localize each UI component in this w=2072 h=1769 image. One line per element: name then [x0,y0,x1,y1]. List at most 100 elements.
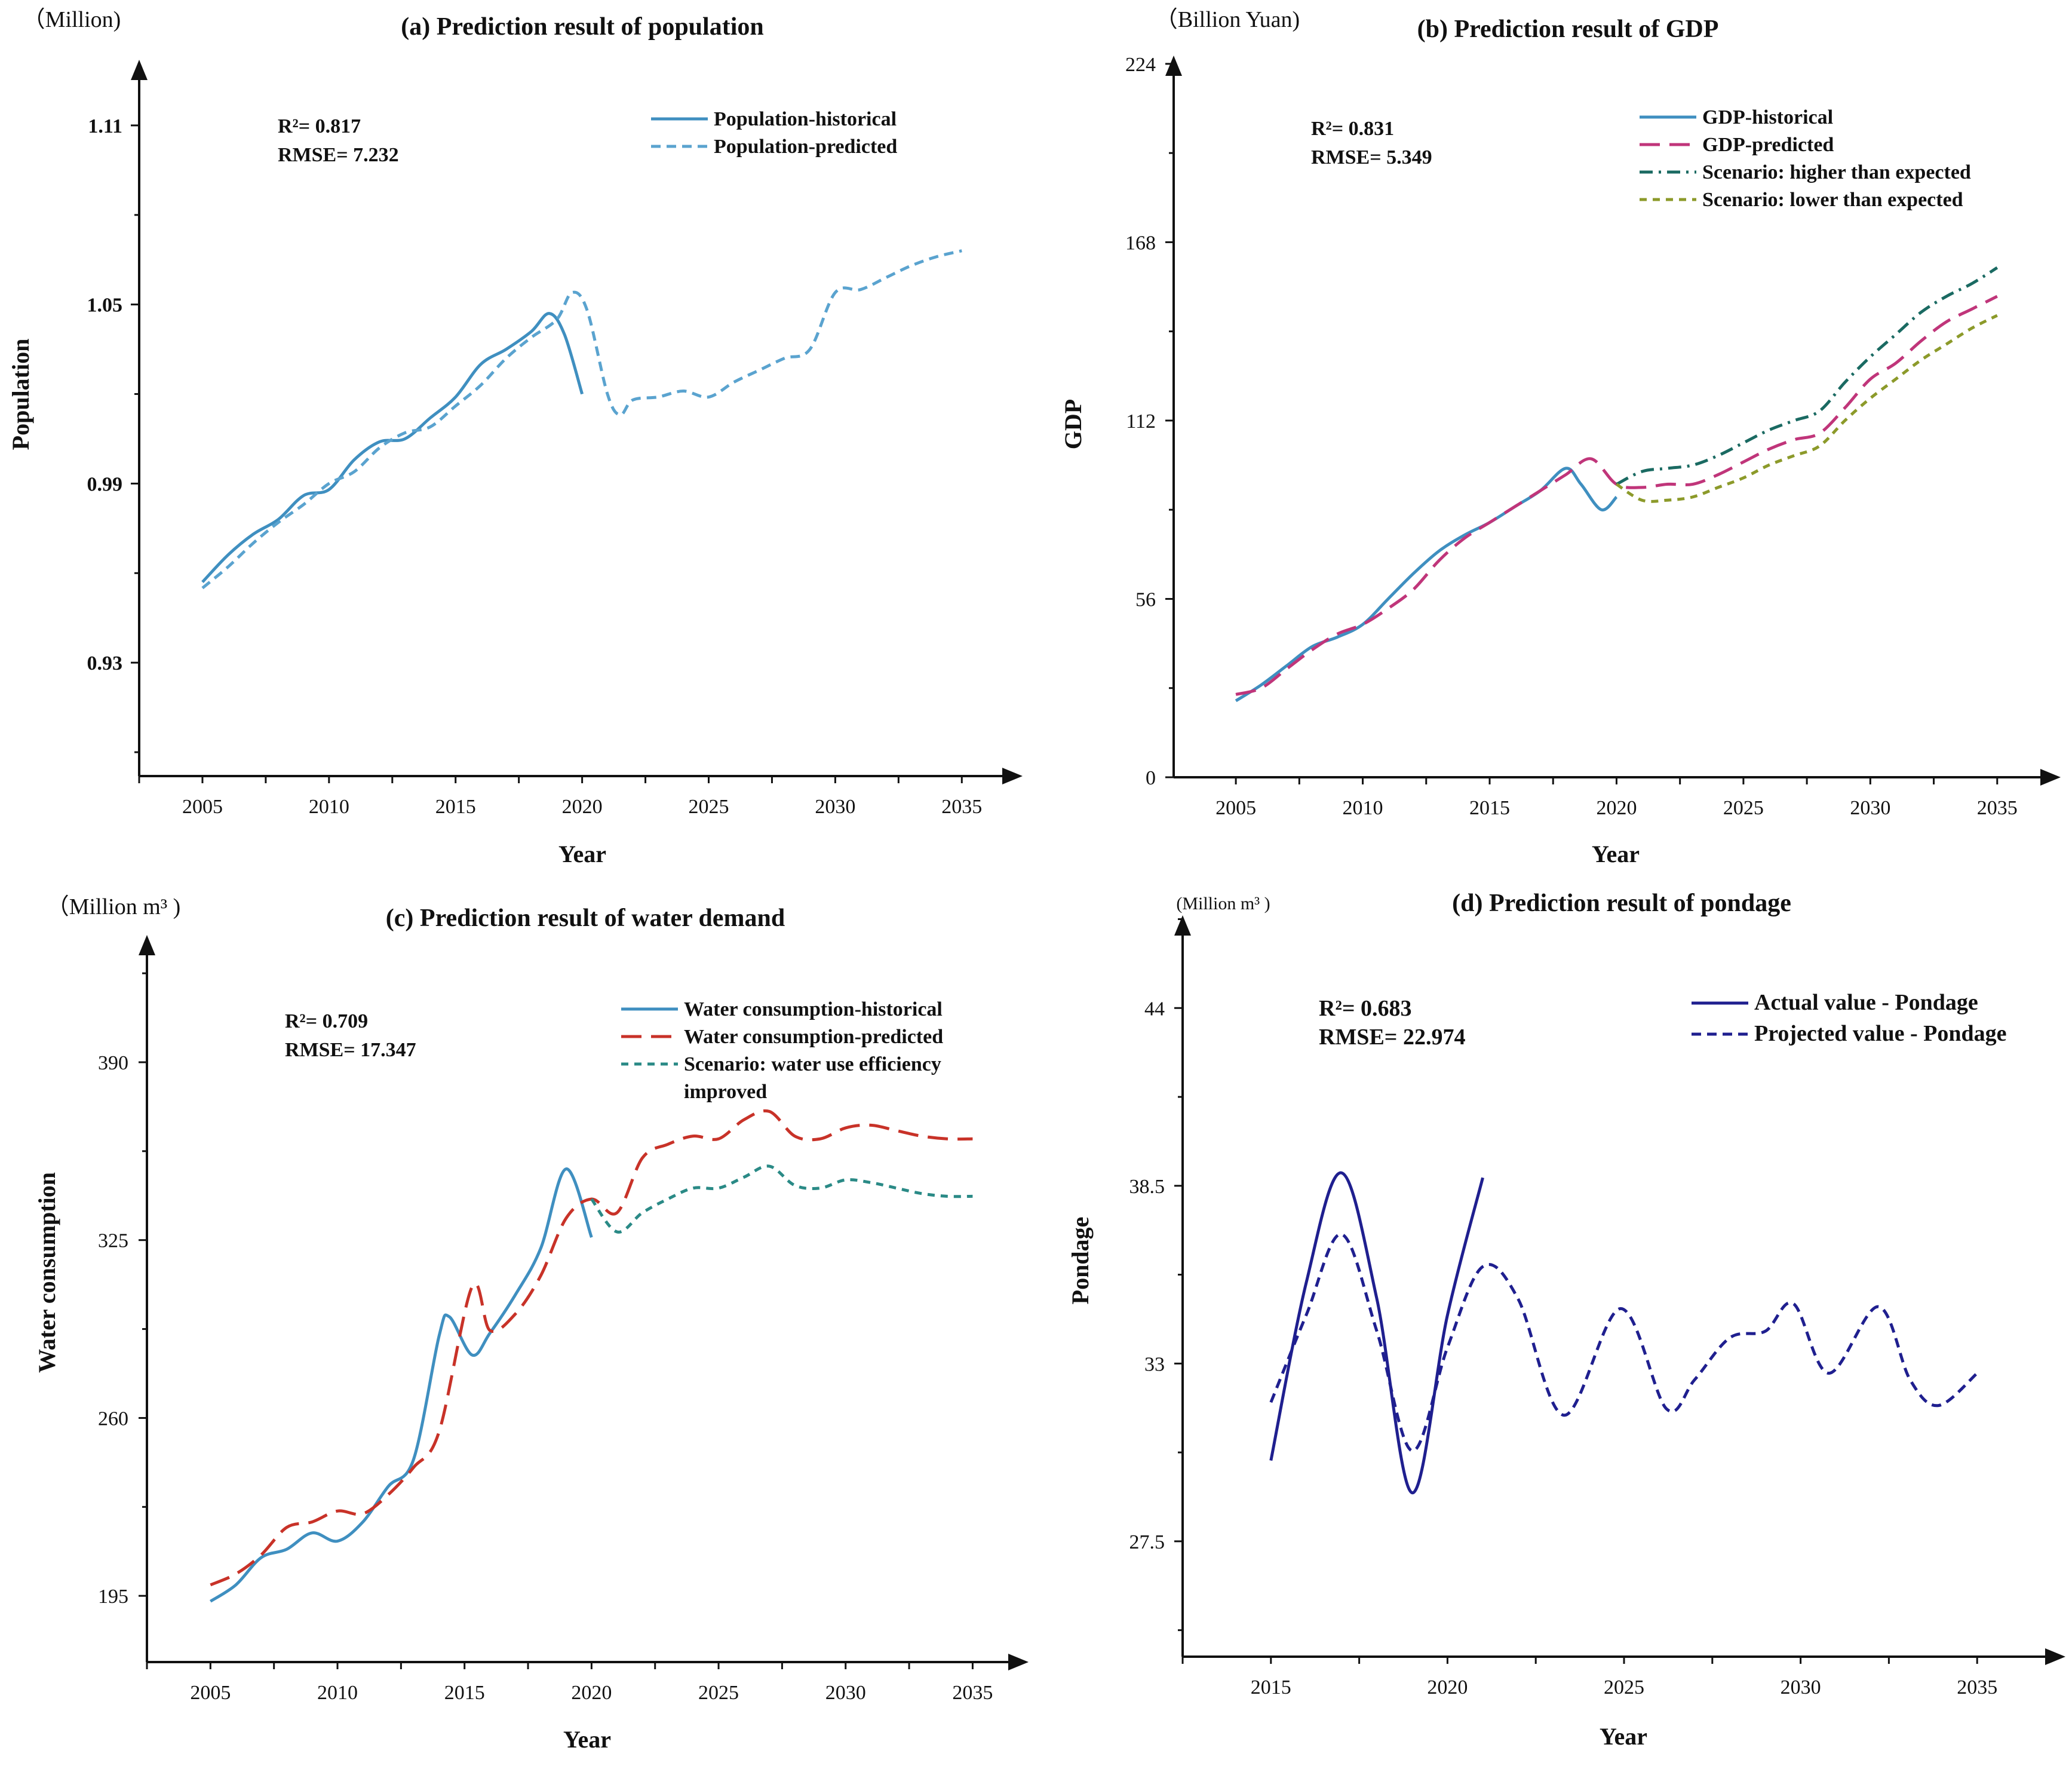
x-tick-label: 2020 [571,1682,612,1704]
chart-title: (a) Prediction result of population [401,13,763,41]
x-tick-label: 2010 [317,1682,358,1704]
x-tick-label: 2030 [1850,797,1890,819]
x-tick-label: 2030 [815,796,855,818]
rmse-annotation: RMSE= 22.974 [1319,1025,1465,1050]
x-tick-label: 2015 [444,1682,485,1704]
x-tick-label: 2025 [1604,1676,1644,1699]
x-axis-label: Year [1592,841,1640,867]
chart-title: (c) Prediction result of water demand [386,905,785,932]
x-tick-label: 2015 [1251,1676,1291,1699]
chart-title: (b) Prediction result of GDP [1417,16,1719,43]
x-axis-label: Year [1600,1723,1647,1750]
y-tick-label: 325 [98,1230,128,1252]
x-tick-label: 2020 [562,796,603,818]
series-line-scenario-lower-than-expected [1616,314,1998,503]
legend-label: Population-predicted [714,136,897,158]
legend-label: Water consumption-predicted [684,1026,943,1048]
r-squared-annotation: R²= 0.831 [1311,118,1394,140]
x-tick-label: 2015 [435,796,476,818]
y-unit-label: （Billion Yuan) [1155,7,1300,32]
legend-label: Scenario: higher than expected [1702,161,1971,183]
x-tick-label: 2015 [1469,797,1510,819]
y-tick-label: 0 [1146,767,1156,789]
x-axis-arrow-icon [2045,1648,2065,1665]
rmse-annotation: RMSE= 17.347 [285,1039,416,1061]
y-unit-label: （Million) [23,7,121,32]
y-tick-label: 390 [98,1052,128,1074]
legend-label: Population-historical [714,108,897,130]
y-axis-label: GDP [1060,399,1086,449]
y-tick-label: 1.11 [88,115,122,137]
chart-title: (d) Prediction result of pondage [1452,890,1791,917]
x-axis-label: Year [563,1726,611,1753]
x-tick-label: 2030 [825,1682,866,1704]
y-tick-label: 112 [1126,410,1156,433]
y-tick-label: 27.5 [1129,1531,1165,1553]
y-axis-arrow-icon [131,60,148,80]
x-tick-label: 2025 [1723,797,1764,819]
series-line-projected-value-pondage [1269,1233,1978,1452]
y-axis-arrow-icon [1165,56,1182,76]
x-tick-label: 2020 [1596,797,1637,819]
x-tick-label: 2035 [1977,797,2018,819]
series-line-water-consumption-predicted [210,1109,973,1587]
legend-label: GDP-historical [1702,106,1833,128]
legend-label: Scenario: lower than expected [1702,189,1963,211]
y-tick-label: 224 [1125,54,1156,76]
series-line-population-historical [201,312,584,583]
r-squared-annotation: R²= 0.817 [278,115,361,137]
x-tick-label: 2025 [689,796,729,818]
x-tick-label: 2010 [1343,797,1383,819]
legend-label: Water consumption-historical [684,998,943,1020]
y-tick-label: 38.5 [1129,1176,1165,1198]
chart-panel-3: 2015 2020 2025 2030 2035 27.5 33 38.5 44 (d) Pred… [1067,890,2065,1750]
y-axis-label: Pondage [1067,1217,1094,1305]
y-axis-label: Water consumption [33,1172,60,1373]
legend-label: Actual value - Pondage [1754,990,1978,1015]
y-tick-label: 260 [98,1408,128,1430]
series-line-population-predicted [201,249,962,590]
y-tick-label: 168 [1125,232,1156,254]
series-line-water-consumption-historical [209,1167,593,1603]
y-tick-label: 195 [98,1586,128,1608]
y-tick-label: 0.99 [87,473,123,495]
y-axis-arrow-icon [1174,915,1191,936]
y-unit-label: (Million m³ ) [1176,894,1270,913]
y-tick-label: 56 [1135,588,1156,611]
x-tick-label: 2010 [309,796,349,818]
legend-label: GDP-predicted [1702,134,1834,156]
series-line-scenario-higher-than-expected [1616,266,1999,486]
legend-label: Projected value - Pondage [1754,1021,2007,1046]
series-line-scenario-water-use-efficiency-improved [590,1164,973,1234]
x-tick-label: 2035 [952,1682,993,1704]
chart-panel-1: 2005 2010 2015 2020 2025 2030 2035 0 56 112 168 224… [1060,7,2061,867]
chart-panel-0: 2005 2010 2015 2020 2025 2030 2035 0.93 0.99 1.05… [7,7,1023,867]
legend-label-continued: improved [684,1081,767,1103]
r-squared-annotation: R²= 0.683 [1319,996,1412,1021]
y-tick-label: 33 [1144,1353,1165,1375]
x-tick-label: 2025 [698,1682,739,1704]
series-line-gdp-predicted [1235,295,1998,696]
legend-label: Scenario: water use efficiency [684,1053,941,1075]
y-axis-label: Population [7,339,34,450]
y-tick-label: 0.93 [87,652,123,675]
x-tick-label: 2005 [1215,797,1256,819]
y-unit-label: （Million m³ ) [47,894,181,919]
x-axis-label: Year [558,841,606,867]
x-tick-label: 2035 [941,796,982,818]
x-tick-label: 2005 [190,1682,231,1704]
chart-panel-2: 2005 2010 2015 2020 2025 2030 2035 195 260 325 390… [33,894,1029,1753]
y-tick-label: 1.05 [87,295,123,317]
y-tick-label: 44 [1144,998,1165,1020]
x-tick-label: 2005 [182,796,223,818]
x-tick-label: 2020 [1427,1676,1468,1699]
rmse-annotation: RMSE= 7.232 [278,144,399,166]
x-axis-arrow-icon [1008,1654,1029,1670]
rmse-annotation: RMSE= 5.349 [1311,146,1432,168]
x-tick-label: 2035 [1957,1676,1997,1699]
y-axis-arrow-icon [139,935,155,955]
x-tick-label: 2030 [1781,1676,1821,1699]
r-squared-annotation: R²= 0.709 [285,1010,368,1032]
series-line-actual-value-pondage [1269,1171,1484,1495]
